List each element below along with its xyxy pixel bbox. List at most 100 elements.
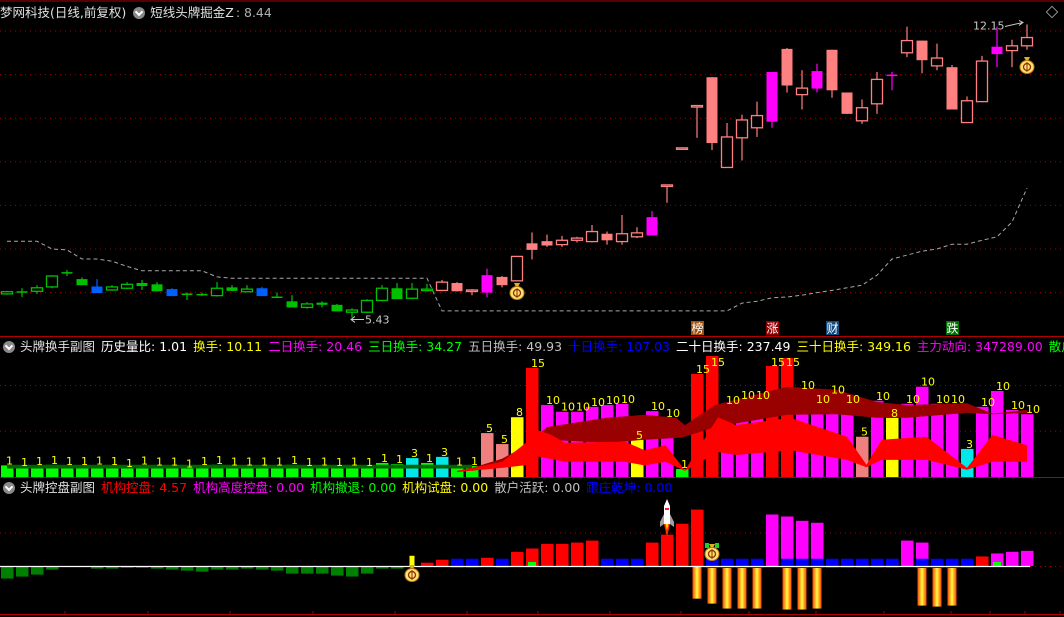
chevron-down-icon[interactable] bbox=[3, 482, 15, 494]
price-pane: 12.15 5.43 榜 涨 财 跌 bbox=[0, 19, 1064, 336]
diamond-icon[interactable] bbox=[1045, 5, 1059, 19]
control-bar-up bbox=[631, 558, 644, 568]
rocket-flame bbox=[664, 524, 670, 537]
trailing-stop-line bbox=[7, 187, 1028, 312]
candle-body bbox=[720, 136, 734, 169]
control-bar-up bbox=[961, 558, 974, 568]
signal-badge[interactable]: 榜 bbox=[691, 321, 704, 336]
turnover-bar-label: 10 bbox=[561, 401, 575, 414]
candle bbox=[286, 295, 298, 308]
control-bar-up bbox=[886, 558, 899, 568]
readout-value: 4.57 bbox=[159, 480, 188, 495]
control-bar-down bbox=[196, 566, 209, 572]
readout-label: 二十日换手 bbox=[676, 339, 739, 354]
indicator-readout: 三十日换手: 349.16 bbox=[796, 339, 910, 354]
control-bar-up bbox=[976, 556, 989, 566]
control-bar-up bbox=[706, 558, 719, 568]
candle-body bbox=[781, 48, 793, 86]
readout-label: 机构控盘 bbox=[101, 480, 152, 495]
turnover-bar-label: 1 bbox=[366, 456, 373, 469]
rocket-window bbox=[665, 508, 669, 510]
readout-value: 107.03 bbox=[626, 339, 671, 354]
signal-badge-text: 跌 bbox=[946, 321, 958, 336]
control-bar-up bbox=[496, 558, 509, 568]
candle-body bbox=[646, 217, 658, 236]
chevron-down-icon[interactable] bbox=[133, 7, 146, 19]
candle bbox=[826, 49, 838, 98]
turnover-bar-label: 1 bbox=[36, 455, 43, 468]
candle-body bbox=[706, 77, 718, 144]
signal-badge[interactable]: 涨 bbox=[766, 321, 779, 336]
turnover-bar bbox=[301, 467, 314, 477]
turnover-bar bbox=[31, 466, 44, 477]
turnover-bar-label: 15 bbox=[531, 357, 545, 370]
readout-label: 五日换手 bbox=[468, 339, 519, 354]
rocket-body bbox=[664, 499, 670, 524]
readout-label: 三十日换手 bbox=[796, 339, 859, 354]
candle-body bbox=[300, 303, 314, 309]
turnover-bar bbox=[256, 466, 269, 477]
turnover-bar-label: 1 bbox=[351, 456, 358, 469]
readout-label: 散户动向 bbox=[1048, 339, 1064, 354]
candle bbox=[435, 279, 449, 292]
indicator-readout: 二日换手: 20.46 bbox=[268, 339, 362, 354]
indicator-readout: 机构试盘: 0.00 bbox=[402, 480, 488, 495]
turnover-bar-label: 5 bbox=[501, 433, 508, 446]
candle-body bbox=[375, 287, 389, 302]
indicator-readout: 跟庄乾坤: 0.00 bbox=[586, 480, 672, 495]
control-bar-base bbox=[796, 558, 809, 568]
control-bar-base bbox=[811, 558, 824, 568]
candle-body bbox=[240, 288, 254, 293]
control-bar-down bbox=[331, 566, 344, 576]
candle bbox=[541, 234, 553, 247]
pane-title[interactable]: 头牌控盘副图 bbox=[20, 480, 96, 495]
arrow-right-icon bbox=[1004, 20, 1024, 27]
candle-body bbox=[1020, 36, 1034, 47]
candle-body bbox=[826, 49, 838, 91]
candle bbox=[420, 283, 434, 292]
control-bar-up bbox=[646, 542, 659, 566]
signal-badge[interactable]: 财 bbox=[826, 321, 839, 336]
control-bar-up bbox=[796, 520, 809, 566]
control-bar-up bbox=[616, 558, 629, 568]
control-bar-down bbox=[31, 566, 44, 575]
readout-colon: : bbox=[518, 339, 527, 354]
control-bar-gold bbox=[932, 566, 942, 607]
bag-knot bbox=[1024, 57, 1030, 61]
candle bbox=[256, 286, 268, 297]
turnover-bar-label: 1 bbox=[276, 456, 283, 469]
turnover-bar-label: 1 bbox=[201, 455, 208, 468]
control-bar-up bbox=[856, 558, 869, 568]
candle bbox=[196, 292, 208, 297]
candle bbox=[975, 55, 989, 103]
candle-body bbox=[181, 293, 193, 295]
rocket-flame-core bbox=[665, 524, 669, 530]
control-bar-down bbox=[271, 566, 284, 571]
control-bar-up bbox=[586, 540, 599, 566]
candle bbox=[690, 104, 704, 138]
candle-body bbox=[16, 291, 28, 293]
turnover-bar bbox=[856, 436, 869, 477]
pane-title[interactable]: 头牌换手副图 bbox=[20, 339, 96, 354]
turnover-bar-label: 1 bbox=[96, 454, 103, 467]
signal-badge[interactable]: 跌 bbox=[946, 321, 959, 336]
control-bar-down bbox=[226, 566, 239, 570]
indicator-name[interactable]: 短线头牌掘金Z bbox=[150, 5, 234, 20]
turnover-bar-label: 1 bbox=[216, 454, 223, 467]
readout-label: 散户活跃 bbox=[494, 480, 545, 495]
candle bbox=[811, 63, 823, 93]
control-bar-down bbox=[241, 566, 254, 569]
turnover-pane: 1 1 1 1 1 1 1 1 1 1 1 1 1 1 1 1 1 1 1 1 1 1 1 1 1 1 1 3 1 31 155815101… bbox=[0, 356, 1064, 477]
turnover-band bbox=[472, 386, 1027, 471]
candle-body bbox=[0, 291, 14, 295]
turnover-bar-label: 10 bbox=[1011, 399, 1025, 412]
candle bbox=[181, 292, 193, 301]
control-bar-down bbox=[46, 566, 59, 570]
control-bar-down bbox=[151, 566, 164, 569]
turnover-bar-label: 10 bbox=[876, 390, 890, 403]
control-bar-base bbox=[781, 558, 794, 568]
signal-badge-bg bbox=[766, 321, 779, 335]
chevron-down-icon[interactable] bbox=[3, 341, 15, 353]
candle bbox=[316, 301, 328, 308]
